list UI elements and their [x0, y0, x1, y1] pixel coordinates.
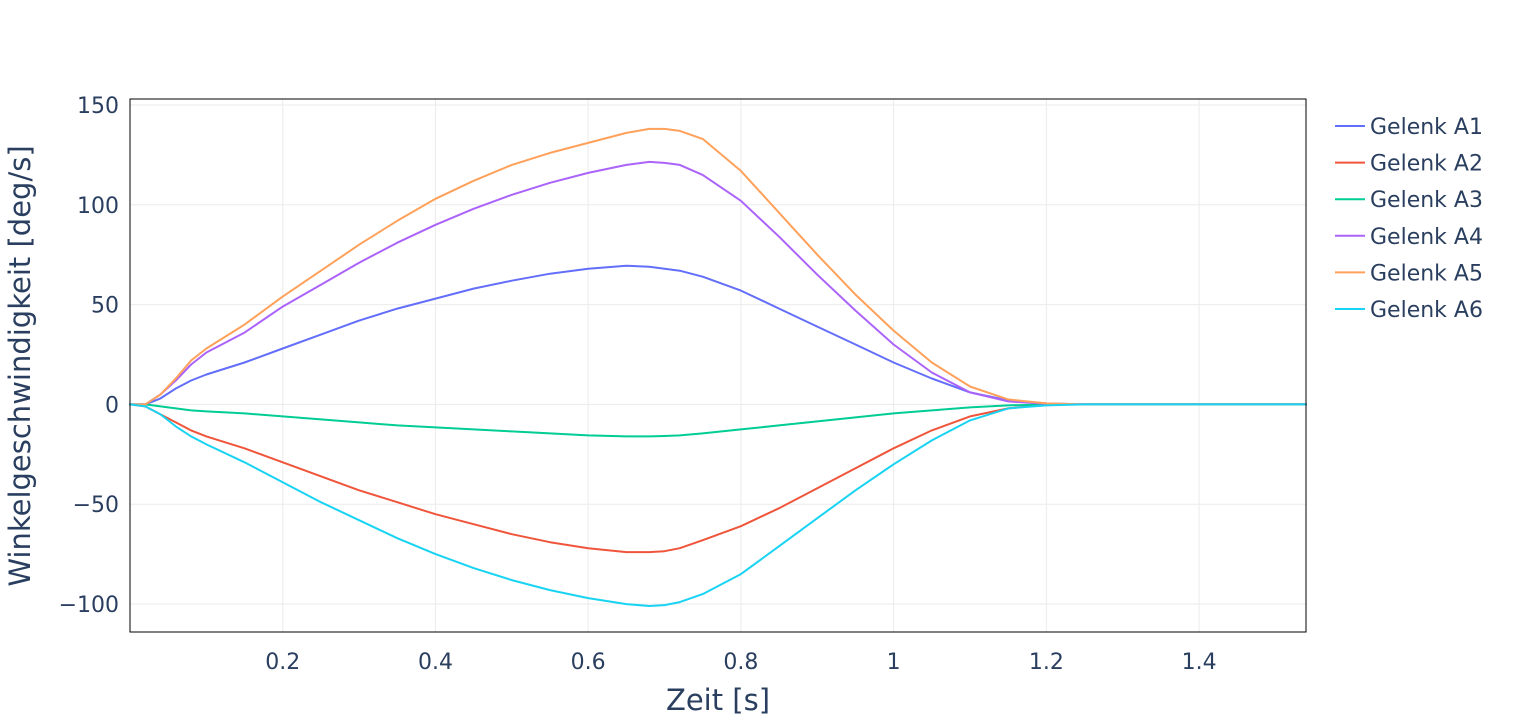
y-tick-label: 0	[105, 393, 119, 418]
x-axis-title: Zeit [s]	[666, 683, 770, 717]
legend-label: Gelenk A5	[1370, 261, 1483, 286]
series-line-4	[129, 160, 1307, 406]
x-gridlines	[282, 99, 1200, 632]
y-axis-tick-labels: −100 −50 0 50 100 150	[59, 94, 119, 618]
legend-item[interactable]: Gelenk A2	[1335, 152, 1483, 177]
series-line-5	[129, 127, 1307, 406]
y-tick-label: 150	[77, 94, 119, 119]
x-tick-label: 1	[887, 650, 901, 675]
legend-label: Gelenk A1	[1370, 115, 1483, 140]
legend-label: Gelenk A6	[1370, 298, 1483, 323]
y-axis-title: Winkelgeschwindigkeit [deg/s]	[3, 145, 37, 586]
plot-area-frame	[129, 98, 1307, 633]
x-tick-label: 0.6	[571, 650, 606, 675]
series-line-2	[129, 403, 1307, 554]
legend-item[interactable]: Gelenk A1	[1335, 115, 1483, 140]
series-lines	[129, 127, 1307, 607]
x-axis-tick-labels: 0.2 0.4 0.6 0.8 1 1.2 1.4	[265, 650, 1216, 675]
x-tick-label: 0.8	[723, 650, 758, 675]
legend-item[interactable]: Gelenk A5	[1335, 261, 1483, 286]
series-line-3	[129, 403, 1307, 438]
legend-label: Gelenk A4	[1370, 225, 1483, 250]
y-tick-label: −100	[59, 593, 119, 618]
x-tick-label: 0.2	[265, 650, 300, 675]
x-tick-label: 1.4	[1182, 650, 1217, 675]
legend-item[interactable]: Gelenk A4	[1335, 225, 1483, 250]
series-line-6	[129, 403, 1307, 607]
x-tick-label: 0.4	[418, 650, 453, 675]
y-tick-label: −50	[73, 493, 119, 518]
y-tick-label: 100	[77, 194, 119, 219]
legend-label: Gelenk A2	[1370, 152, 1483, 177]
legend-label: Gelenk A3	[1370, 188, 1483, 213]
y-tick-label: 50	[91, 294, 119, 319]
legend-item[interactable]: Gelenk A3	[1335, 188, 1483, 213]
legend[interactable]: Gelenk A1 Gelenk A2 Gelenk A3 Gelenk A4 Gele…	[1335, 115, 1483, 323]
legend-item[interactable]: Gelenk A6	[1335, 298, 1483, 323]
x-tick-label: 1.2	[1029, 650, 1064, 675]
